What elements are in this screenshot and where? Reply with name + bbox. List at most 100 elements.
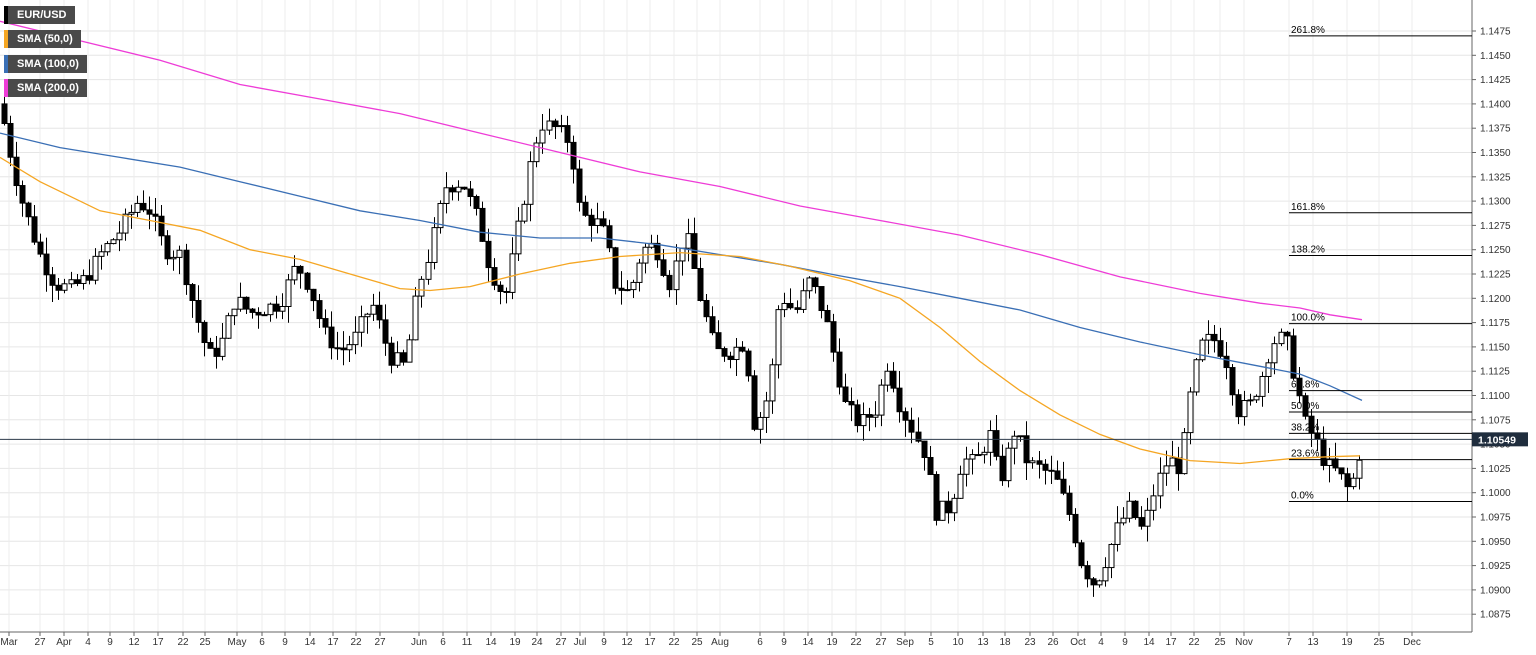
candle-bullish <box>1029 460 1036 464</box>
candle-bullish <box>685 233 692 249</box>
candle-bearish <box>19 185 26 204</box>
candle-bullish <box>346 344 353 351</box>
candle-bearish <box>745 350 752 377</box>
candle-bullish <box>225 315 232 339</box>
candle-bullish <box>872 414 879 418</box>
y-tick-label: 1.1425 <box>1480 75 1511 86</box>
candle-bearish <box>31 216 38 243</box>
fib-level-label: 61.8% <box>1291 380 1319 391</box>
candle-bullish <box>170 256 177 260</box>
candle-bullish <box>1205 333 1212 341</box>
x-tick-label: Oct <box>1070 637 1086 648</box>
candle-bearish <box>921 440 928 459</box>
candle-bearish <box>654 242 661 261</box>
legend-item[interactable]: SMA (200,0) <box>4 79 87 97</box>
candle-bullish <box>1259 375 1266 397</box>
x-tick-label: 14 <box>802 637 814 648</box>
candle-bearish <box>902 411 909 421</box>
candle-bearish <box>1138 517 1145 527</box>
candle-bullish <box>1265 362 1272 377</box>
candle-bullish <box>1241 400 1248 418</box>
candle-bullish <box>951 497 958 514</box>
candle-bearish <box>213 347 220 357</box>
candle-bullish <box>437 202 444 229</box>
y-tick-label: 1.1450 <box>1480 51 1511 62</box>
candle-bullish <box>219 337 226 357</box>
candle-bearish <box>1302 395 1309 417</box>
candle-bearish <box>328 326 335 349</box>
candle-bearish <box>449 187 456 193</box>
candle-bearish <box>1217 340 1224 357</box>
x-tick-label: Nov <box>1235 637 1253 648</box>
x-tick-label: 27 <box>555 637 567 648</box>
candle-bearish <box>824 310 831 323</box>
candle-bullish <box>963 458 970 475</box>
candle-bearish <box>146 209 153 215</box>
candle-bullish <box>1271 343 1278 364</box>
candle-bearish <box>721 348 728 357</box>
candle-bullish <box>527 161 534 205</box>
x-tick-label: 14 <box>304 637 316 648</box>
candle-bullish <box>769 364 776 402</box>
x-tick-label: 17 <box>327 637 339 648</box>
candle-bearish <box>848 400 855 406</box>
candle-bullish <box>1193 359 1200 393</box>
candle-bearish <box>189 284 196 301</box>
candle-bearish <box>400 352 407 363</box>
candle-bearish <box>794 307 801 310</box>
candle-bearish <box>473 196 480 209</box>
legend-item[interactable]: EUR/USD <box>4 6 75 24</box>
candle-bullish <box>1253 395 1260 401</box>
candle-bearish <box>600 218 607 227</box>
candle-bullish <box>1144 509 1151 527</box>
candle-bearish <box>37 241 44 255</box>
candle-bearish <box>1332 458 1339 469</box>
candle-bullish <box>128 211 135 215</box>
candle-bearish <box>552 120 559 128</box>
legend-item[interactable]: SMA (50,0) <box>4 30 81 48</box>
x-tick-label: 13 <box>1307 637 1319 648</box>
candle-bullish <box>1114 522 1121 545</box>
candle-bearish <box>1078 542 1085 567</box>
x-tick-label: 27 <box>374 637 386 648</box>
candle-bearish <box>485 240 492 269</box>
candle-bullish <box>1350 477 1357 488</box>
candle-bearish <box>164 235 171 260</box>
x-tick-label: 18 <box>999 637 1011 648</box>
legend-color-swatch <box>4 6 8 24</box>
x-tick-label: 6 <box>259 637 265 648</box>
candle-bearish <box>316 300 323 320</box>
candle-bearish <box>1290 335 1297 379</box>
candle-bearish <box>751 375 758 430</box>
candle-bullish <box>370 304 377 315</box>
x-tick-label: 25 <box>691 637 703 648</box>
candle-bearish <box>836 351 843 388</box>
candle-bearish <box>830 321 837 353</box>
x-tick-label: 14 <box>1143 637 1155 648</box>
candle-bearish <box>201 321 208 344</box>
x-tick-label: 25 <box>199 637 211 648</box>
candle-bearish <box>43 253 50 276</box>
candle-bearish <box>479 207 486 242</box>
candle-bullish <box>636 262 643 283</box>
candle-bearish <box>1320 438 1327 466</box>
candle-bullish <box>763 400 770 418</box>
candle-bullish <box>1108 543 1115 569</box>
x-tick-label: 12 <box>621 637 633 648</box>
x-tick-label: 17 <box>152 637 164 648</box>
candle-bearish <box>866 414 873 418</box>
candle-bullish <box>878 384 885 416</box>
y-tick-label: 1.1125 <box>1480 367 1510 378</box>
x-tick-label: 9 <box>601 637 607 648</box>
fib-level-label: 161.8% <box>1291 202 1325 213</box>
x-tick-label: 13 <box>977 637 989 648</box>
candle-bullish <box>1163 465 1170 474</box>
y-tick-label: 1.0950 <box>1480 537 1511 548</box>
candle-bearish <box>467 188 474 198</box>
candle-bullish <box>104 243 111 253</box>
legend-item[interactable]: SMA (100,0) <box>4 55 87 73</box>
candle-bearish <box>1036 460 1043 465</box>
